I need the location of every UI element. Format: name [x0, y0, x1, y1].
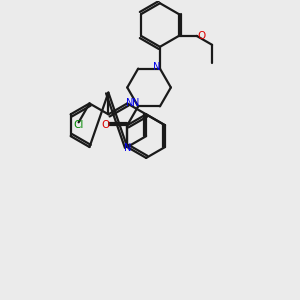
- Text: N: N: [124, 143, 131, 153]
- Text: N: N: [131, 98, 139, 108]
- Text: N: N: [153, 61, 161, 72]
- Text: O: O: [197, 31, 206, 41]
- Text: N: N: [126, 98, 133, 108]
- Text: Cl: Cl: [74, 120, 84, 130]
- Text: O: O: [101, 120, 110, 130]
